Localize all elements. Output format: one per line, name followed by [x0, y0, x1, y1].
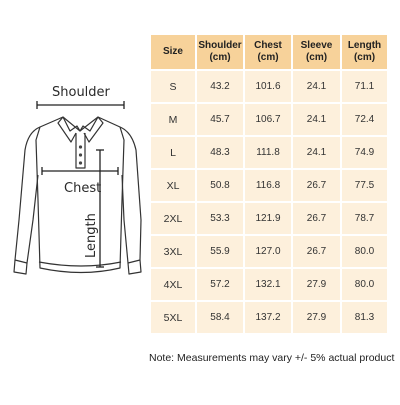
size-cell: 5XL — [151, 302, 195, 333]
table-body: S 43.2 101.6 24.1 71.1 M 45.7 106.7 24.1 72.4 L 48.… — [151, 71, 387, 333]
header-chest: Chest (cm) — [245, 35, 291, 69]
table-row: 2XL 53.3 121.9 26.7 78.7 — [151, 203, 387, 234]
placket-buttons — [78, 145, 83, 165]
chest-cell: 116.8 — [245, 170, 291, 201]
sleeve-cell: 27.9 — [293, 269, 340, 300]
table-row: L 48.3 111.8 24.1 74.9 — [151, 137, 387, 168]
header-size: Size — [151, 35, 195, 69]
table-row: 4XL 57.2 132.1 27.9 80.0 — [151, 269, 387, 300]
sleeve-cell: 24.1 — [293, 71, 340, 102]
length-cell: 78.7 — [342, 203, 387, 234]
table-row: 5XL 58.4 137.2 27.9 81.3 — [151, 302, 387, 333]
shoulder-measure-line — [36, 101, 125, 109]
shoulder-cell: 55.9 — [197, 236, 243, 267]
table-row: XL 50.8 116.8 26.7 77.5 — [151, 170, 387, 201]
size-cell: L — [151, 137, 195, 168]
length-measure-line — [96, 149, 104, 268]
size-cell: XL — [151, 170, 195, 201]
chest-cell: 111.8 — [245, 137, 291, 168]
chest-cell: 101.6 — [245, 71, 291, 102]
length-cell: 80.0 — [342, 269, 387, 300]
chest-cell: 137.2 — [245, 302, 291, 333]
size-cell: 2XL — [151, 203, 195, 234]
shoulder-cell: 48.3 — [197, 137, 243, 168]
measurement-note: Note: Measurements may vary +/- 5% actua… — [149, 352, 395, 364]
chest-label: Chest — [64, 181, 102, 196]
size-cell: M — [151, 104, 195, 135]
shoulder-cell: 53.3 — [197, 203, 243, 234]
header-sleeve: Sleeve (cm) — [293, 35, 340, 69]
sleeve-cell: 26.7 — [293, 170, 340, 201]
shoulder-cell: 45.7 — [197, 104, 243, 135]
sleeve-cell: 24.1 — [293, 137, 340, 168]
shoulder-label: Shoulder — [52, 85, 110, 100]
sleeve-cell: 26.7 — [293, 236, 340, 267]
table-row: 3XL 55.9 127.0 26.7 80.0 — [151, 236, 387, 267]
shoulder-cell: 50.8 — [197, 170, 243, 201]
sleeve-cell: 26.7 — [293, 203, 340, 234]
header-length: Length (cm) — [342, 35, 387, 69]
header-shoulder: Shoulder (cm) — [197, 35, 243, 69]
length-cell: 77.5 — [342, 170, 387, 201]
chest-cell: 121.9 — [245, 203, 291, 234]
sleeve-cell: 27.9 — [293, 302, 340, 333]
shoulder-cell: 58.4 — [197, 302, 243, 333]
table-row: M 45.7 106.7 24.1 72.4 — [151, 104, 387, 135]
length-cell: 80.0 — [342, 236, 387, 267]
chest-cell: 127.0 — [245, 236, 291, 267]
length-cell: 72.4 — [342, 104, 387, 135]
chest-cell: 132.1 — [245, 269, 291, 300]
shoulder-cell: 43.2 — [197, 71, 243, 102]
size-cell: 4XL — [151, 269, 195, 300]
chest-measure-line — [41, 167, 119, 175]
length-cell: 81.3 — [342, 302, 387, 333]
size-cell: S — [151, 71, 195, 102]
length-cell: 74.9 — [342, 137, 387, 168]
length-cell: 71.1 — [342, 71, 387, 102]
chest-cell: 106.7 — [245, 104, 291, 135]
shoulder-cell: 57.2 — [197, 269, 243, 300]
size-cell: 3XL — [151, 236, 195, 267]
table-row: S 43.2 101.6 24.1 71.1 — [151, 71, 387, 102]
sleeve-cell: 24.1 — [293, 104, 340, 135]
shirt-outline — [13, 116, 142, 275]
length-label: Length — [84, 213, 99, 258]
table-header-row: Size Shoulder (cm) Chest (cm) Sleeve (cm… — [151, 35, 387, 69]
size-chart-table: Size Shoulder (cm) Chest (cm) Sleeve (cm… — [149, 33, 389, 335]
polo-shirt-illustration — [13, 101, 142, 275]
shirt-diagram: Shoulder Chest Length — [0, 0, 150, 400]
